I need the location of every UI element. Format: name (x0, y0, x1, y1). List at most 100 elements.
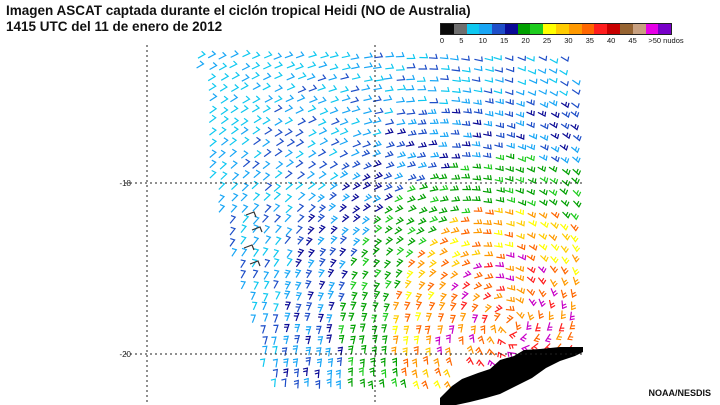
wind-barb (508, 331, 518, 339)
wind-barb (348, 312, 355, 322)
wind-barb (538, 289, 547, 298)
wind-barb (208, 82, 217, 91)
wind-barb (219, 161, 228, 170)
wind-barb (396, 119, 406, 126)
wind-barb (326, 378, 332, 388)
wind-barb (539, 134, 549, 142)
wind-barb (504, 55, 514, 62)
wind-barb (307, 226, 315, 235)
wind-barb (339, 149, 349, 158)
wind-barb (560, 101, 570, 109)
wind-barb (284, 51, 294, 59)
wind-barb (318, 268, 325, 278)
wind-barb (364, 52, 374, 59)
wind-barb (339, 118, 349, 126)
wind-barb (242, 214, 250, 224)
wind-barb (461, 55, 470, 61)
wind-barb (250, 314, 257, 323)
wind-barb (396, 246, 405, 256)
wind-barb (570, 234, 579, 243)
wind-barb (497, 351, 506, 358)
wind-barb (386, 141, 395, 148)
wind-barb (395, 204, 404, 213)
wind-barb (473, 227, 483, 234)
wind-barb (504, 111, 514, 118)
wind-barb (506, 143, 515, 149)
wind-barb (538, 154, 548, 162)
wind-barb (308, 51, 318, 58)
wind-barb (526, 56, 535, 62)
wind-barb (329, 51, 339, 59)
wind-barb (218, 194, 226, 203)
wind-barb (440, 195, 449, 202)
wind-barb (318, 118, 327, 126)
wind-barb (407, 185, 416, 192)
wind-barb (364, 75, 373, 82)
wind-barb (494, 176, 504, 183)
wind-barb (413, 335, 420, 345)
legend-swatch (658, 24, 672, 34)
wind-barb (526, 110, 535, 117)
wind-barb (273, 303, 279, 312)
wind-barb (240, 269, 247, 279)
wind-barb (293, 379, 299, 389)
wind-barb (526, 266, 536, 274)
wind-barb (392, 357, 397, 367)
wind-barb (495, 77, 504, 83)
wind-barb (493, 88, 503, 95)
wind-barb (308, 129, 317, 137)
wind-barb (539, 199, 548, 207)
wind-barb (220, 171, 228, 180)
wind-barb (539, 101, 549, 109)
wind-barb (473, 65, 483, 72)
wind-barb (396, 161, 406, 168)
wind-barb (538, 89, 548, 95)
wind-barb (318, 127, 328, 135)
wind-barb (318, 148, 327, 157)
wind-barb (416, 174, 426, 182)
wind-barb (262, 138, 271, 147)
legend-swatch (556, 24, 569, 34)
wind-barb (331, 117, 340, 126)
wind-barb (411, 369, 418, 379)
wind-barb (550, 111, 560, 119)
wind-barb (231, 71, 241, 80)
wind-barb (295, 258, 302, 268)
wind-barb (317, 181, 326, 190)
wind-barb (429, 118, 439, 124)
wind-barb (407, 129, 417, 136)
wind-barb (393, 335, 399, 345)
wind-barb (363, 162, 373, 170)
wind-barb (337, 346, 344, 356)
wind-barb (537, 266, 547, 274)
wind-barb (485, 66, 494, 72)
wind-barb (475, 346, 484, 356)
wind-barb (473, 87, 483, 93)
wind-barb (473, 108, 483, 115)
wind-barb (427, 108, 437, 114)
wind-barb (451, 293, 458, 302)
wind-barb (482, 152, 492, 159)
wind-barb (438, 215, 448, 223)
wind-barb (428, 225, 437, 234)
wind-barb (297, 191, 306, 201)
wind-barb (466, 356, 474, 365)
wind-barb (395, 216, 405, 225)
wind-barb (516, 244, 526, 251)
wind-barb (428, 162, 437, 168)
wind-barb (433, 357, 440, 367)
wind-barb (539, 255, 549, 263)
wind-barb (569, 311, 575, 321)
wind-barb (528, 133, 538, 140)
wind-barb (361, 291, 369, 301)
wind-barb (296, 203, 305, 213)
legend-swatch (453, 24, 467, 34)
wind-barb (515, 321, 522, 331)
wind-barb (264, 182, 273, 192)
wind-barb (484, 303, 493, 313)
wind-barb (265, 235, 272, 244)
wind-barb (452, 76, 462, 83)
title-line-2: 1415 UTC del 11 de enero de 2012 (6, 19, 223, 34)
wind-barb (406, 270, 414, 279)
wind-barb (308, 248, 315, 258)
